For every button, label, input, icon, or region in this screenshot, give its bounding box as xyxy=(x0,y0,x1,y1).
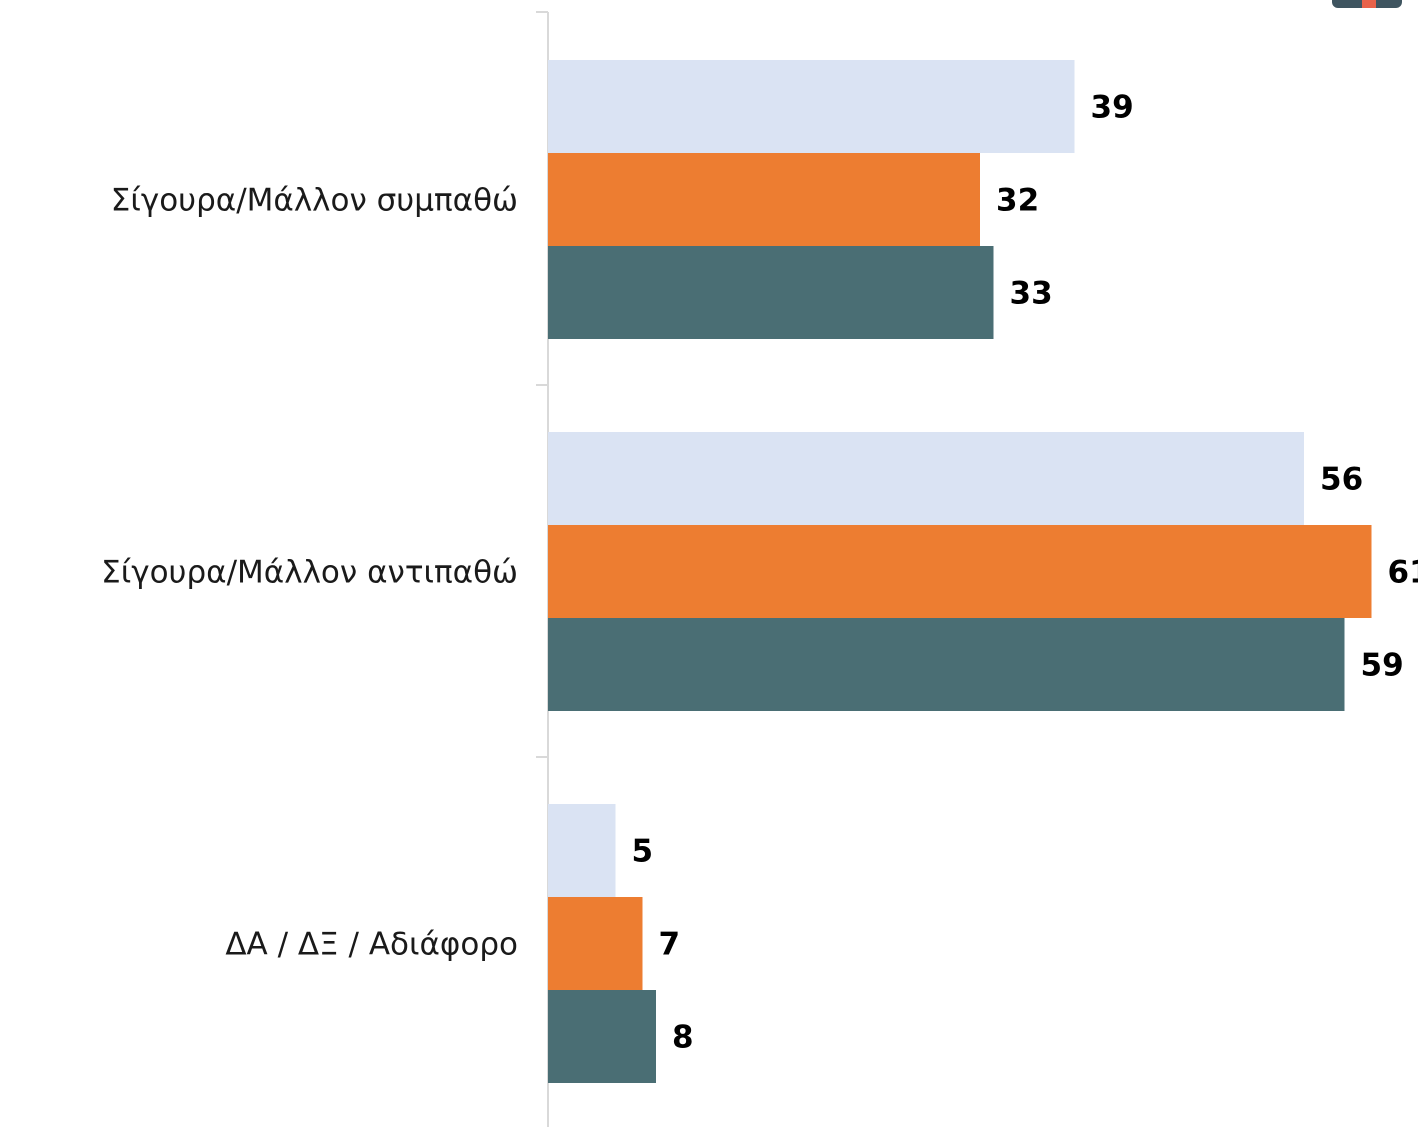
data-label: 39 xyxy=(1091,90,1134,126)
bar xyxy=(548,897,643,990)
data-label: 8 xyxy=(672,1020,694,1056)
labels-layer: Σίγουρα/Μάλλον συμπαθώ 39 32 33 Σίγουρα/Μάλλ… xyxy=(101,90,1418,1056)
bar xyxy=(548,990,656,1083)
data-label: 59 xyxy=(1361,648,1404,684)
bar xyxy=(548,153,980,246)
data-label: 5 xyxy=(632,834,654,870)
category-label: ΔΑ / ΔΞ / Αδιάφορο xyxy=(225,927,518,963)
data-label: 56 xyxy=(1320,462,1363,498)
bar xyxy=(548,432,1304,525)
axis-layer xyxy=(536,11,549,1127)
bar xyxy=(548,618,1345,711)
bar xyxy=(548,60,1075,153)
bar xyxy=(548,246,994,339)
logo-accent xyxy=(1362,0,1376,8)
bar xyxy=(548,525,1372,618)
category-label: Σίγουρα/Μάλλον συμπαθώ xyxy=(111,183,518,219)
data-label: 61 xyxy=(1388,555,1418,591)
bars-layer xyxy=(548,60,1372,1083)
data-label: 33 xyxy=(1010,276,1053,312)
data-label: 7 xyxy=(659,927,681,963)
logo-icon xyxy=(1332,0,1402,8)
data-label: 32 xyxy=(996,183,1039,219)
bar xyxy=(548,804,616,897)
category-label: Σίγουρα/Μάλλον αντιπαθώ xyxy=(101,555,518,591)
